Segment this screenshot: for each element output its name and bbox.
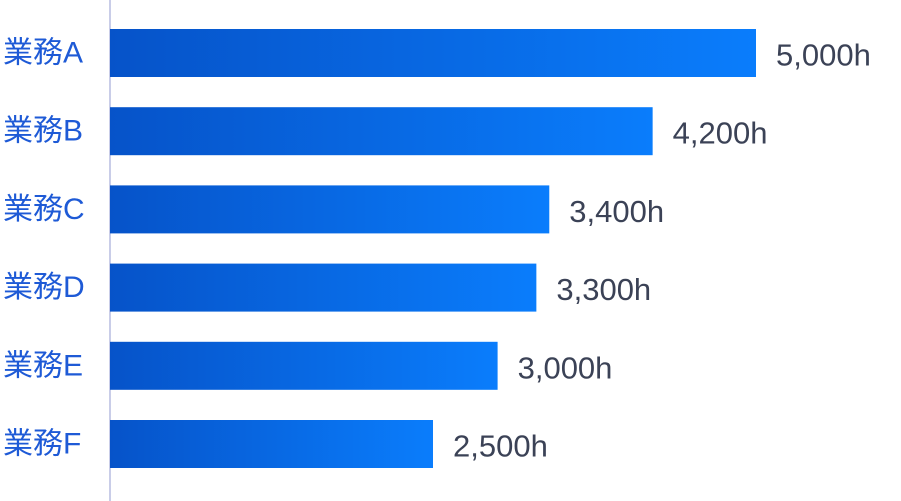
value-label-4: 3,000h [518, 350, 613, 385]
value-label-2: 3,400h [569, 194, 664, 229]
bar-4 [110, 341, 498, 390]
category-label-5: 業務F [3, 428, 81, 461]
value-label-3: 3,300h [556, 272, 651, 307]
category-label-4: 業務E [3, 349, 83, 382]
bar-5 [110, 420, 433, 468]
category-label-3: 業務D [3, 271, 85, 304]
category-label-2: 業務C [3, 193, 85, 226]
bar-3 [110, 263, 537, 312]
category-labels-group: 業務A 業務B 業務C 業務D 業務E 業務F [3, 37, 85, 461]
category-label-0: 業務A [3, 37, 83, 70]
value-label-5: 2,500h [453, 429, 548, 464]
bars-group [110, 29, 756, 468]
category-label-1: 業務B [3, 115, 83, 148]
bar-0 [110, 29, 756, 77]
value-label-0: 5,000h [776, 38, 871, 73]
value-label-1: 4,200h [673, 116, 768, 151]
value-labels-group: 5,000h 4,200h 3,400h 3,300h 3,000h 2,500h [453, 38, 871, 464]
bar-1 [110, 107, 653, 156]
bar-2 [110, 185, 550, 234]
